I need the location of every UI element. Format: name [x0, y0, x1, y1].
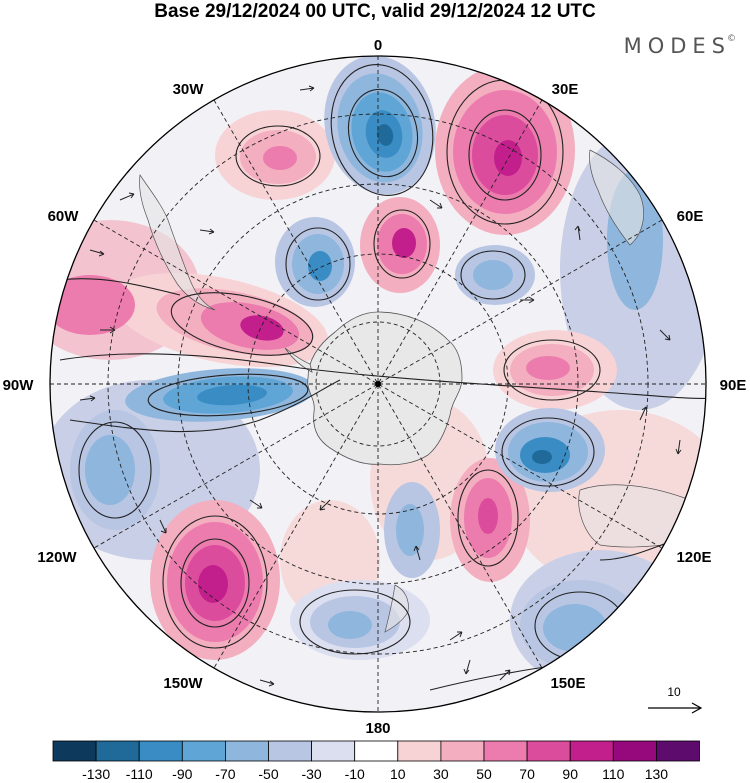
south-pole-marker [375, 381, 381, 387]
colorbar: -130 -110 -90 -70 -50 -30 -10 10 30 50 70 90 110 130 [52, 740, 700, 782]
negative-anomaly-30w [275, 217, 355, 307]
negative-anomaly-110e [495, 408, 605, 492]
positive-anomaly-70w [112, 272, 328, 368]
colorbar-tick-label: -130 [82, 766, 110, 782]
lon-label-60e: 60E [677, 208, 704, 225]
colorbar-tick-label: -90 [172, 766, 192, 782]
positive-anomaly-80w-edge [50, 275, 135, 335]
map-title: Base 29/12/2024 00 UTC, valid 29/12/2024… [154, 1, 596, 22]
colorbar-swatch [354, 740, 399, 762]
colorbar-swatch [181, 740, 226, 762]
negative-anomaly-145e [520, 580, 640, 670]
lon-label-30e: 30E [552, 81, 579, 98]
africa-land [589, 149, 644, 246]
colorbar-tick-label: 10 [390, 766, 406, 782]
colorbar-swatch [526, 740, 571, 762]
positive-anomaly-30e [435, 65, 575, 235]
colorbar-swatch [224, 740, 269, 762]
map-boundary [49, 55, 707, 713]
antarctic-peninsula [284, 347, 313, 373]
colorbar-swatch [440, 740, 485, 762]
positive-anomaly-10e [360, 197, 440, 293]
negative-anomaly-175e [384, 482, 440, 578]
positive-anomaly-85e [493, 330, 617, 410]
lon-label-0: 0 [374, 37, 382, 54]
colorbar-tick-label: -70 [215, 766, 235, 782]
colorbar-tick-label: 50 [476, 766, 492, 782]
colorbar-swatch [656, 740, 700, 762]
colorbar-tick-label: -30 [301, 766, 321, 782]
lon-label-120w: 120W [37, 549, 77, 566]
flow-contours [59, 64, 706, 691]
vector-reference-arrow [648, 702, 703, 714]
positive-anomaly-140w [150, 500, 280, 660]
anomaly-field [50, 56, 706, 712]
lon-label-60w: 60W [48, 208, 80, 225]
colorbar-swatch [311, 740, 356, 762]
negative-anomaly-110w [70, 410, 160, 530]
lon-label-150e: 150E [550, 675, 585, 692]
colorbar-tick-label: 30 [433, 766, 449, 782]
modes-logo: MODES© [623, 34, 736, 58]
colorbar-swatch [397, 740, 442, 762]
colorbar-swatch [138, 740, 183, 762]
negative-anomaly-95w [125, 368, 315, 422]
negative-anomaly-50e [455, 245, 535, 305]
colorbar-swatch [268, 740, 312, 762]
colorbar-tick-label: 90 [562, 766, 578, 782]
lon-label-180: 180 [365, 720, 390, 737]
colorbar-tick-label: -50 [258, 766, 278, 782]
negative-anomaly-170w [290, 580, 430, 660]
vector-reference-label: 10 [667, 685, 681, 699]
colorbar-swatch [483, 740, 528, 762]
colorbar-tick-label: 110 [602, 766, 625, 782]
lon-label-30w: 30W [173, 81, 205, 98]
colorbar-tick-label: 130 [645, 766, 669, 782]
lon-label-90e: 90E [720, 377, 747, 394]
graticule [50, 56, 706, 712]
lon-label-150w: 150W [163, 675, 203, 692]
negative-anomaly-0 [324, 56, 436, 195]
lon-label-90w: 90W [3, 377, 35, 394]
colorbar-tick-label: -110 [126, 766, 153, 782]
positive-anomaly-20w [215, 110, 335, 200]
colorbar-swatch [52, 740, 97, 762]
colorbar-tick-label: -10 [345, 766, 365, 782]
south-america-land [139, 174, 216, 311]
lon-label-120e: 120E [676, 549, 711, 566]
colorbar-swatch [612, 740, 657, 762]
new-zealand-land [384, 584, 409, 633]
colorbar-swatch [95, 740, 140, 762]
colorbar-swatch [569, 740, 614, 762]
colorbar-tick-label: 70 [519, 766, 535, 782]
